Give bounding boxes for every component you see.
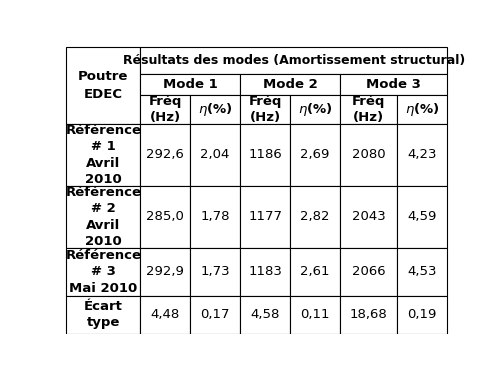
- Bar: [397, 248, 447, 296]
- Bar: [340, 296, 397, 334]
- Text: 4,59: 4,59: [407, 210, 437, 223]
- Bar: [190, 248, 240, 296]
- Text: 4,23: 4,23: [407, 148, 437, 161]
- Bar: [140, 248, 190, 296]
- Bar: [340, 248, 397, 296]
- Bar: [190, 124, 240, 186]
- Text: 2,69: 2,69: [301, 148, 330, 161]
- Text: Référence
# 1
Avril
2010: Référence # 1 Avril 2010: [65, 124, 141, 186]
- Text: 292,9: 292,9: [146, 265, 184, 278]
- Text: 4,53: 4,53: [407, 265, 437, 278]
- Bar: [140, 186, 190, 248]
- Text: 2,82: 2,82: [300, 210, 330, 223]
- Bar: [240, 124, 290, 186]
- Text: 2080: 2080: [352, 148, 385, 161]
- Text: 0,17: 0,17: [200, 308, 230, 321]
- Bar: [397, 95, 447, 124]
- Bar: [397, 186, 447, 248]
- Text: Écart
type: Écart type: [84, 300, 123, 329]
- Text: 1186: 1186: [248, 148, 282, 161]
- Text: 1183: 1183: [248, 265, 282, 278]
- Text: $\eta$(%): $\eta$(%): [405, 101, 439, 118]
- Text: Référence
# 3
Mai 2010: Référence # 3 Mai 2010: [65, 249, 141, 295]
- Bar: [140, 74, 240, 95]
- Text: Mode 1: Mode 1: [163, 78, 217, 91]
- Text: 4,58: 4,58: [250, 308, 280, 321]
- Bar: [290, 248, 340, 296]
- Text: Référence
# 2
Avril
2010: Référence # 2 Avril 2010: [65, 186, 141, 248]
- Text: 1177: 1177: [248, 210, 282, 223]
- Bar: [290, 186, 340, 248]
- Text: 0,11: 0,11: [300, 308, 330, 321]
- Text: 1,73: 1,73: [200, 265, 230, 278]
- Text: 292,6: 292,6: [146, 148, 184, 161]
- Bar: [190, 296, 240, 334]
- Bar: [240, 248, 290, 296]
- Bar: [67, 248, 140, 296]
- Bar: [340, 74, 447, 95]
- Bar: [190, 95, 240, 124]
- Text: 2,04: 2,04: [200, 148, 230, 161]
- Bar: [290, 95, 340, 124]
- Bar: [240, 95, 290, 124]
- Text: Fréq
(Hz): Fréq (Hz): [248, 95, 282, 124]
- Text: 2066: 2066: [352, 265, 385, 278]
- Bar: [140, 124, 190, 186]
- Bar: [240, 296, 290, 334]
- Bar: [67, 124, 140, 186]
- Bar: [240, 186, 290, 248]
- Bar: [140, 47, 447, 74]
- Text: Mode 3: Mode 3: [366, 78, 421, 91]
- Text: 2,61: 2,61: [300, 265, 330, 278]
- Bar: [340, 124, 397, 186]
- Text: $\eta$(%): $\eta$(%): [298, 101, 333, 118]
- Bar: [140, 95, 190, 124]
- Bar: [67, 186, 140, 248]
- Text: 4,48: 4,48: [150, 308, 180, 321]
- Bar: [290, 296, 340, 334]
- Bar: [290, 124, 340, 186]
- Text: Poutre
EDEC: Poutre EDEC: [78, 70, 128, 101]
- Text: 2043: 2043: [352, 210, 385, 223]
- Bar: [240, 74, 340, 95]
- Bar: [340, 186, 397, 248]
- Text: $\eta$(%): $\eta$(%): [198, 101, 232, 118]
- Text: Fréq
(Hz): Fréq (Hz): [148, 95, 182, 124]
- Text: 18,68: 18,68: [350, 308, 387, 321]
- Text: Fréq
(Hz): Fréq (Hz): [352, 95, 385, 124]
- Bar: [140, 296, 190, 334]
- Bar: [67, 296, 140, 334]
- Text: Mode 2: Mode 2: [263, 78, 318, 91]
- Text: Résultats des modes (Amortissement structural): Résultats des modes (Amortissement struc…: [123, 54, 465, 67]
- Bar: [397, 296, 447, 334]
- Text: 285,0: 285,0: [146, 210, 184, 223]
- Bar: [397, 124, 447, 186]
- Bar: [190, 186, 240, 248]
- Bar: [67, 47, 140, 124]
- Text: 0,19: 0,19: [407, 308, 437, 321]
- Bar: [340, 95, 397, 124]
- Text: 1,78: 1,78: [200, 210, 230, 223]
